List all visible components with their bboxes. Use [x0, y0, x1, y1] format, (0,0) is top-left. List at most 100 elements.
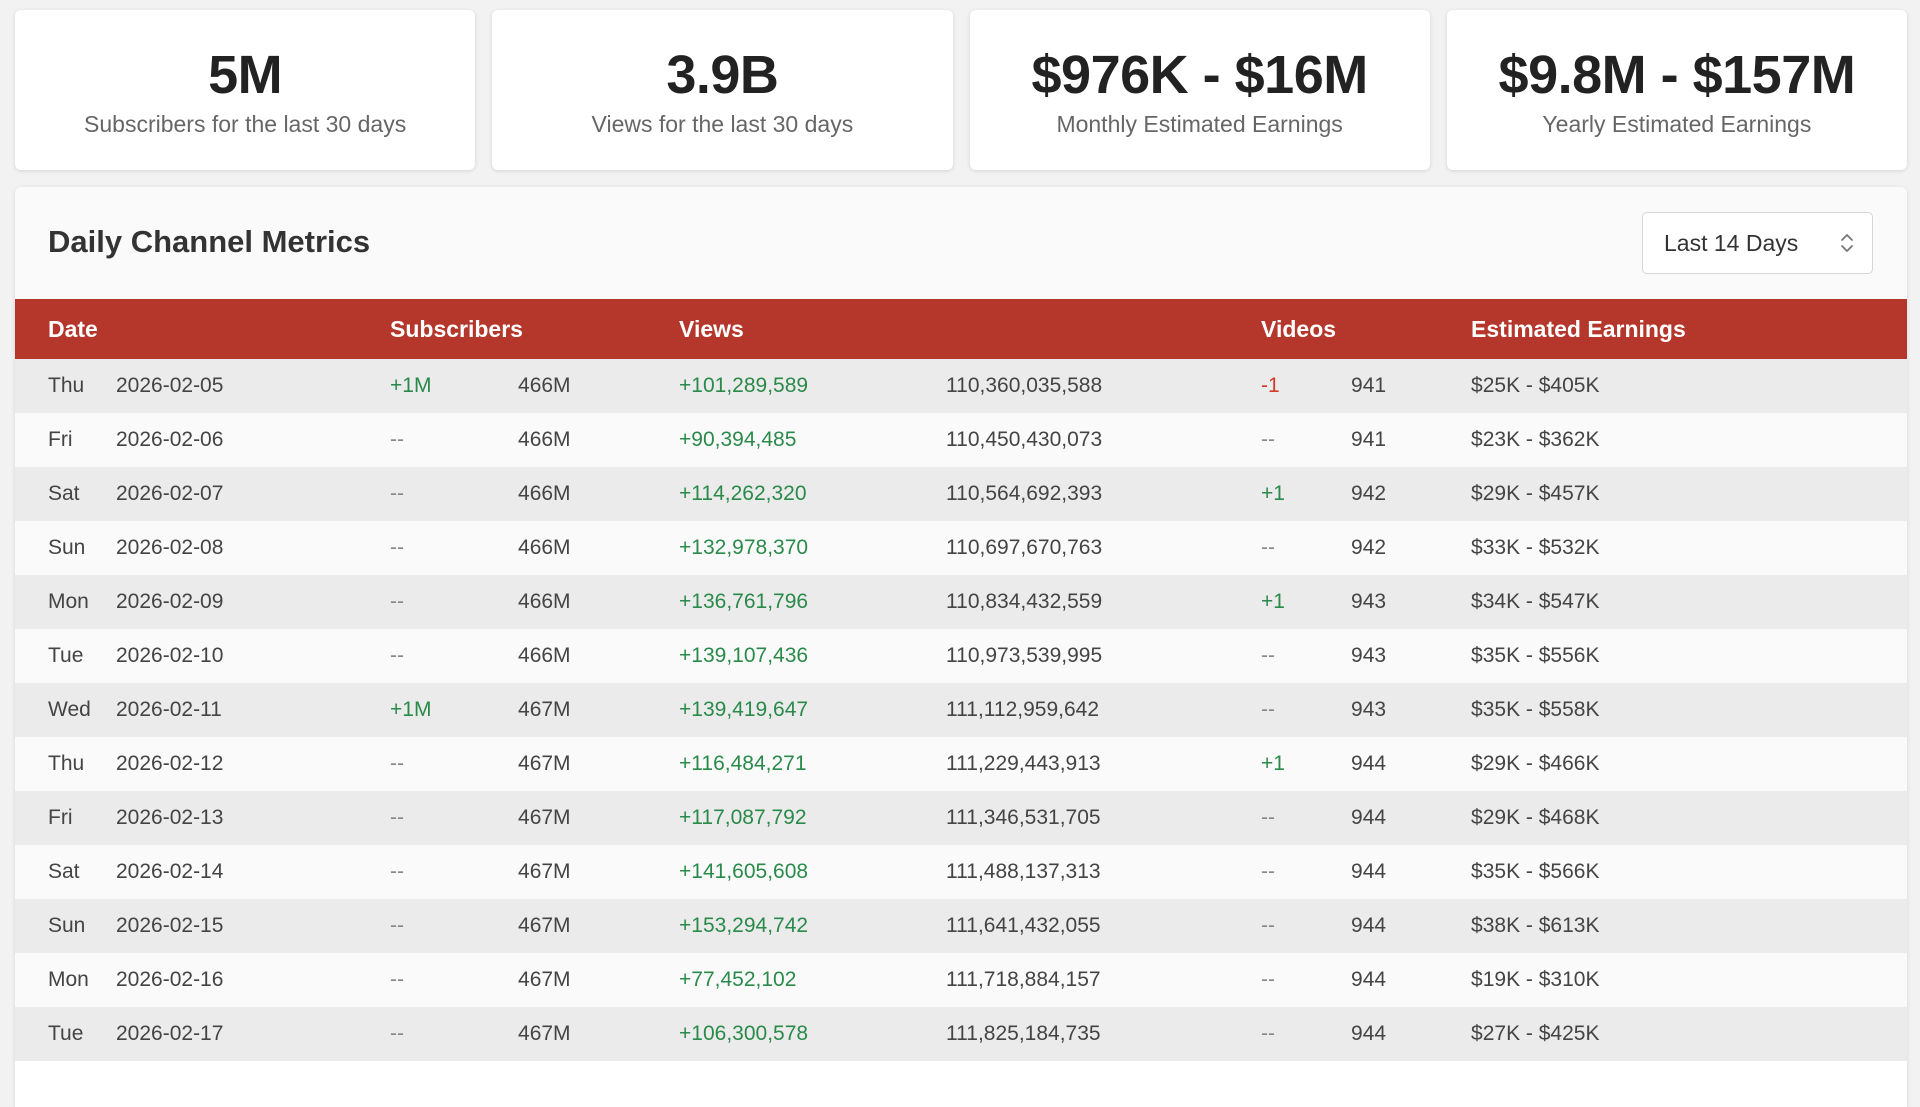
views-total-cell: 111,112,959,642	[946, 698, 1100, 721]
table-body: Thu 2026-02-05 +1M 466M +101,289,589 110,360,…	[15, 359, 1907, 1061]
videos-change-cell: -1	[1261, 374, 1280, 397]
views-change-cell: +153,294,742	[679, 914, 809, 937]
videos-total-cell: 944	[1351, 752, 1387, 775]
videos-change-cell: --	[1261, 698, 1276, 721]
date-cell: 2026-02-15	[116, 914, 224, 937]
videos-change-cell: --	[1261, 1022, 1276, 1045]
videos-total-cell: 942	[1351, 482, 1387, 505]
views-total-cell: 111,229,443,913	[946, 752, 1101, 775]
date-cell: 2026-02-17	[116, 1022, 224, 1045]
subscriber-change-cell: --	[390, 968, 405, 991]
table-header-row: Date Subscribers Views Videos Estimated …	[15, 299, 1907, 359]
videos-change-cell: +1	[1261, 752, 1285, 775]
day-cell: Tue	[48, 644, 84, 667]
table-row: Fri 2026-02-06 -- 466M +90,394,485 110,450,43…	[15, 413, 1907, 467]
videos-change-cell: +1	[1261, 590, 1285, 613]
day-cell: Fri	[48, 428, 73, 451]
date-cell: 2026-02-11	[116, 698, 222, 721]
day-cell: Thu	[48, 374, 85, 397]
videos-total-cell: 941	[1351, 428, 1387, 451]
videos-change-cell: --	[1261, 860, 1276, 883]
videos-total-cell: 941	[1351, 374, 1387, 397]
metrics-table: Date Subscribers Views Videos Estimated …	[15, 299, 1907, 1061]
views-total-cell: 111,641,432,055	[946, 914, 1101, 937]
date-range-select[interactable]: Last 14 Days	[1642, 212, 1873, 274]
subscriber-total-cell: 467M	[518, 914, 571, 937]
date-cell: 2026-02-06	[116, 428, 224, 451]
date-cell: 2026-02-05	[116, 374, 224, 397]
subscriber-change-cell: --	[390, 806, 405, 829]
earnings-cell: $35K - $566K	[1471, 860, 1600, 883]
videos-change-cell: --	[1261, 806, 1276, 829]
day-cell: Sat	[48, 482, 80, 505]
column-header-subscribers[interactable]: Subscribers	[390, 315, 523, 342]
table-row: Mon 2026-02-16 -- 467M +77,452,102 111,718,88…	[15, 953, 1907, 1007]
subscriber-change-cell: --	[390, 752, 405, 775]
views-total-cell: 110,564,692,393	[946, 482, 1103, 505]
earnings-cell: $27K - $425K	[1471, 1022, 1600, 1045]
subscriber-total-cell: 467M	[518, 1022, 571, 1045]
panel-header: Daily Channel Metrics Last 14 Days	[15, 187, 1907, 299]
subscriber-change-cell: --	[390, 1022, 405, 1045]
views-total-cell: 110,450,430,073	[946, 428, 1103, 451]
videos-change-cell: --	[1261, 914, 1276, 937]
views-change-cell: +132,978,370	[679, 536, 809, 559]
stats-row: 5M Subscribers for the last 30 days 3.9B…	[15, 10, 1907, 170]
table-row: Thu 2026-02-05 +1M 466M +101,289,589 110,360,…	[15, 359, 1907, 413]
subscriber-total-cell: 466M	[518, 482, 571, 505]
chevron-up-down-icon	[1841, 234, 1853, 252]
subscriber-total-cell: 466M	[518, 536, 571, 559]
date-cell: 2026-02-14	[116, 860, 224, 883]
views-change-cell: +141,605,608	[679, 860, 809, 883]
views-total-cell: 110,697,670,763	[946, 536, 1103, 559]
column-header-estimated-earnings[interactable]: Estimated Earnings	[1471, 315, 1686, 342]
views-change-cell: +101,289,589	[679, 374, 809, 397]
views-total-cell: 111,825,184,735	[946, 1022, 1101, 1045]
stat-value: $976K - $16M	[1031, 45, 1369, 105]
column-header-videos[interactable]: Videos	[1261, 315, 1337, 342]
views-change-cell: +106,300,578	[679, 1022, 809, 1045]
videos-change-cell: --	[1261, 968, 1276, 991]
views-change-cell: +139,419,647	[679, 698, 809, 721]
table-row: Thu 2026-02-12 -- 467M +116,484,271 111,229,4…	[15, 737, 1907, 791]
subscriber-change-cell: --	[390, 482, 405, 505]
day-cell: Sun	[48, 536, 86, 559]
table-row: Fri 2026-02-13 -- 467M +117,087,792 111,346,5…	[15, 791, 1907, 845]
stat-label: Views for the last 30 days	[591, 111, 854, 137]
subscriber-change-cell: --	[390, 644, 405, 667]
date-cell: 2026-02-09	[116, 590, 224, 613]
views-total-cell: 111,718,884,157	[946, 968, 1101, 991]
subscriber-total-cell: 467M	[518, 698, 571, 721]
subscriber-change-cell: --	[390, 914, 405, 937]
column-header-views[interactable]: Views	[679, 315, 744, 342]
column-header-date[interactable]: Date	[48, 315, 98, 342]
earnings-cell: $29K - $457K	[1471, 482, 1600, 505]
stat-label: Monthly Estimated Earnings	[1056, 111, 1343, 137]
views-total-cell: 111,488,137,313	[946, 860, 1101, 883]
earnings-cell: $34K - $547K	[1471, 590, 1600, 613]
subscriber-total-cell: 466M	[518, 428, 571, 451]
views-total-cell: 110,834,432,559	[946, 590, 1103, 613]
date-cell: 2026-02-08	[116, 536, 224, 559]
views-total-cell: 110,360,035,588	[946, 374, 1103, 397]
stat-label: Yearly Estimated Earnings	[1542, 111, 1812, 137]
views-change-cell: +77,452,102	[679, 968, 797, 991]
date-range-value: Last 14 Days	[1664, 229, 1799, 256]
views-total-cell: 110,973,539,995	[946, 644, 1103, 667]
stat-value: 5M	[208, 45, 283, 105]
earnings-cell: $29K - $468K	[1471, 806, 1600, 829]
videos-total-cell: 944	[1351, 914, 1387, 937]
day-cell: Mon	[48, 968, 89, 991]
day-cell: Mon	[48, 590, 89, 613]
views-total-cell: 111,346,531,705	[946, 806, 1101, 829]
videos-total-cell: 943	[1351, 644, 1387, 667]
subscriber-total-cell: 466M	[518, 590, 571, 613]
subscriber-total-cell: 467M	[518, 752, 571, 775]
subscriber-change-cell: +1M	[390, 374, 432, 397]
stat-card-yearly-earnings: $9.8M - $157M Yearly Estimated Earnings	[1446, 10, 1907, 170]
videos-total-cell: 944	[1351, 860, 1387, 883]
subscriber-total-cell: 467M	[518, 806, 571, 829]
day-cell: Wed	[48, 698, 91, 721]
earnings-cell: $19K - $310K	[1471, 968, 1600, 991]
earnings-cell: $35K - $556K	[1471, 644, 1600, 667]
